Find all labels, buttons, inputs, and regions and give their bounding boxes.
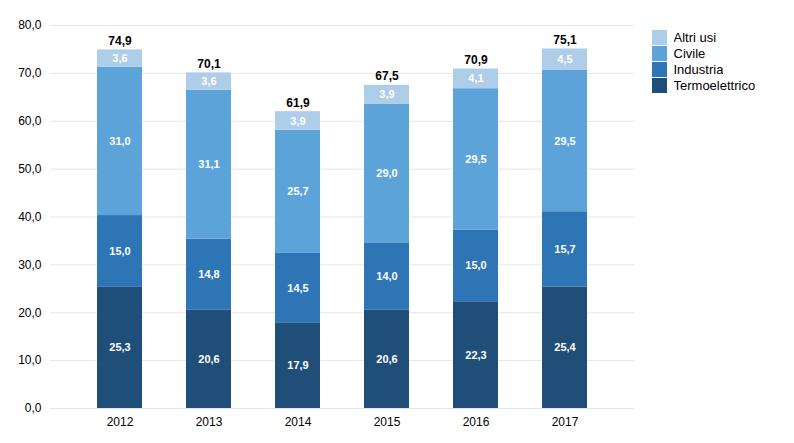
svg-text:29,5: 29,5 xyxy=(554,135,575,147)
svg-text:3,6: 3,6 xyxy=(201,75,216,87)
html-text:Civile: Civile xyxy=(673,46,706,61)
svg-text:10,0: 10,0 xyxy=(18,353,42,367)
svg-text:50,0: 50,0 xyxy=(18,162,42,176)
svg-text:70,1: 70,1 xyxy=(197,57,221,71)
svg-text:0,0: 0,0 xyxy=(25,401,42,415)
svg-text:75,1: 75,1 xyxy=(553,33,577,47)
svg-text:15,7: 15,7 xyxy=(554,243,575,255)
svg-text:2013: 2013 xyxy=(196,415,223,429)
svg-text:40,0: 40,0 xyxy=(18,210,42,224)
svg-text:3,9: 3,9 xyxy=(379,88,394,100)
svg-text:30,0: 30,0 xyxy=(18,258,42,272)
svg-text:60,0: 60,0 xyxy=(18,114,42,128)
html-text:Termoelettrico: Termoelettrico xyxy=(673,78,756,93)
svg-text:25,3: 25,3 xyxy=(109,341,130,353)
svg-text:17,9: 17,9 xyxy=(287,359,308,371)
svg-text:4,5: 4,5 xyxy=(557,53,572,65)
svg-text:4,1: 4,1 xyxy=(468,72,483,84)
svg-text:31,0: 31,0 xyxy=(109,135,130,147)
svg-text:22,3: 22,3 xyxy=(465,349,486,361)
svg-text:2014: 2014 xyxy=(285,415,312,429)
svg-text:2016: 2016 xyxy=(463,415,490,429)
svg-text:15,0: 15,0 xyxy=(109,245,130,257)
svg-text:14,0: 14,0 xyxy=(376,270,397,282)
svg-text:74,9: 74,9 xyxy=(108,34,132,48)
svg-text:20,6: 20,6 xyxy=(376,353,397,365)
svg-text:2012: 2012 xyxy=(107,415,134,429)
svg-text:25,4: 25,4 xyxy=(554,341,576,353)
svg-text:2017: 2017 xyxy=(552,415,579,429)
svg-text:25,7: 25,7 xyxy=(287,185,308,197)
html-text:Industria: Industria xyxy=(673,62,724,77)
svg-text:80,0: 80,0 xyxy=(18,18,42,32)
svg-text:70,9: 70,9 xyxy=(464,53,488,67)
svg-text:2015: 2015 xyxy=(374,415,401,429)
html-text:Altri usi: Altri usi xyxy=(673,30,717,45)
svg-text:20,6: 20,6 xyxy=(198,353,219,365)
svg-text:3,6: 3,6 xyxy=(112,52,127,64)
svg-text:14,5: 14,5 xyxy=(287,282,308,294)
svg-text:15,0: 15,0 xyxy=(465,259,486,271)
svg-text:3,9: 3,9 xyxy=(290,115,305,127)
svg-text:31,1: 31,1 xyxy=(198,158,219,170)
svg-text:14,8: 14,8 xyxy=(198,268,219,280)
svg-text:20,0: 20,0 xyxy=(18,306,42,320)
svg-text:67,5: 67,5 xyxy=(375,69,399,83)
svg-text:70,0: 70,0 xyxy=(18,66,42,80)
svg-text:29,0: 29,0 xyxy=(376,167,397,179)
svg-text:29,5: 29,5 xyxy=(465,153,486,165)
svg-text:61,9: 61,9 xyxy=(286,96,310,110)
